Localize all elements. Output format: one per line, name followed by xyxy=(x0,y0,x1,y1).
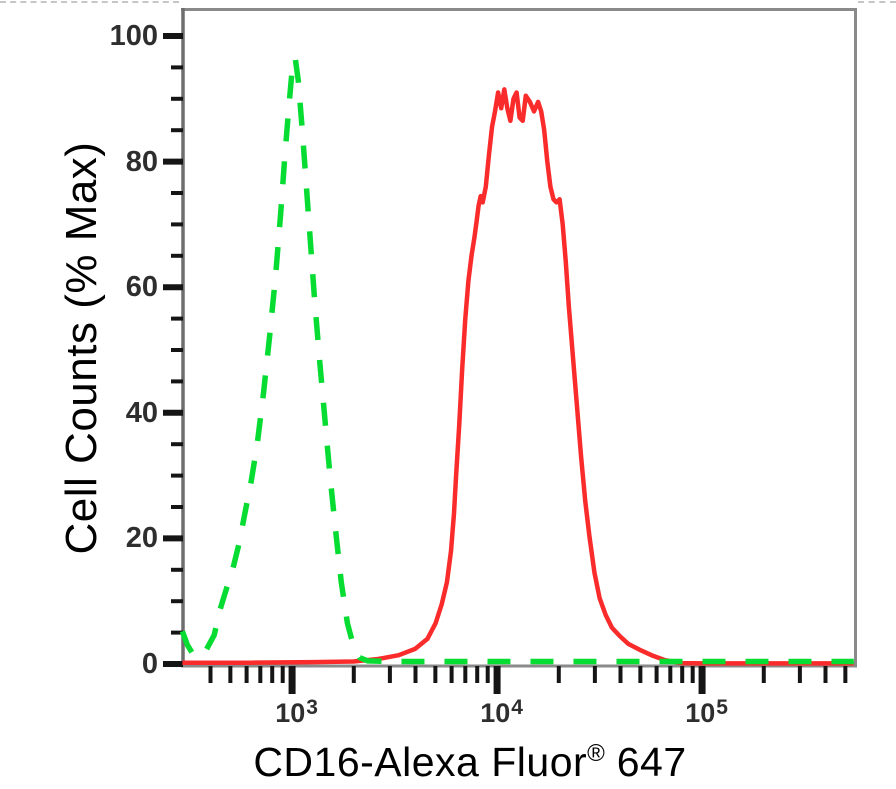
y-axis-title: Cell Counts (% Max) xyxy=(57,141,106,555)
x-tick-label-10e4: 104 xyxy=(480,696,523,728)
x-axis-title-text: CD16-Alexa Fluor xyxy=(253,739,588,785)
x-axis-title-suffix: 647 xyxy=(604,739,687,785)
y-tick-label-60: 60 xyxy=(125,271,158,304)
x-axis-title: CD16-Alexa Fluor® 647 xyxy=(170,739,770,786)
y-tick-label-20: 20 xyxy=(125,522,158,555)
page-crop-border-left xyxy=(0,1,179,3)
page-crop-border-right xyxy=(858,1,896,3)
x-tick-label-10e3: 103 xyxy=(275,696,318,728)
green-dashed-control-curve xyxy=(179,55,854,665)
y-tick-label-80: 80 xyxy=(125,145,158,178)
y-tick-label-0: 0 xyxy=(141,648,158,680)
registered-trademark-symbol: ® xyxy=(587,740,605,767)
red-solid-cd16-stained-curve xyxy=(182,87,854,666)
y-tick-label-40: 40 xyxy=(125,396,158,429)
x-tick-label-10e5: 105 xyxy=(685,696,728,728)
y-tick-label-100: 100 xyxy=(109,20,158,52)
